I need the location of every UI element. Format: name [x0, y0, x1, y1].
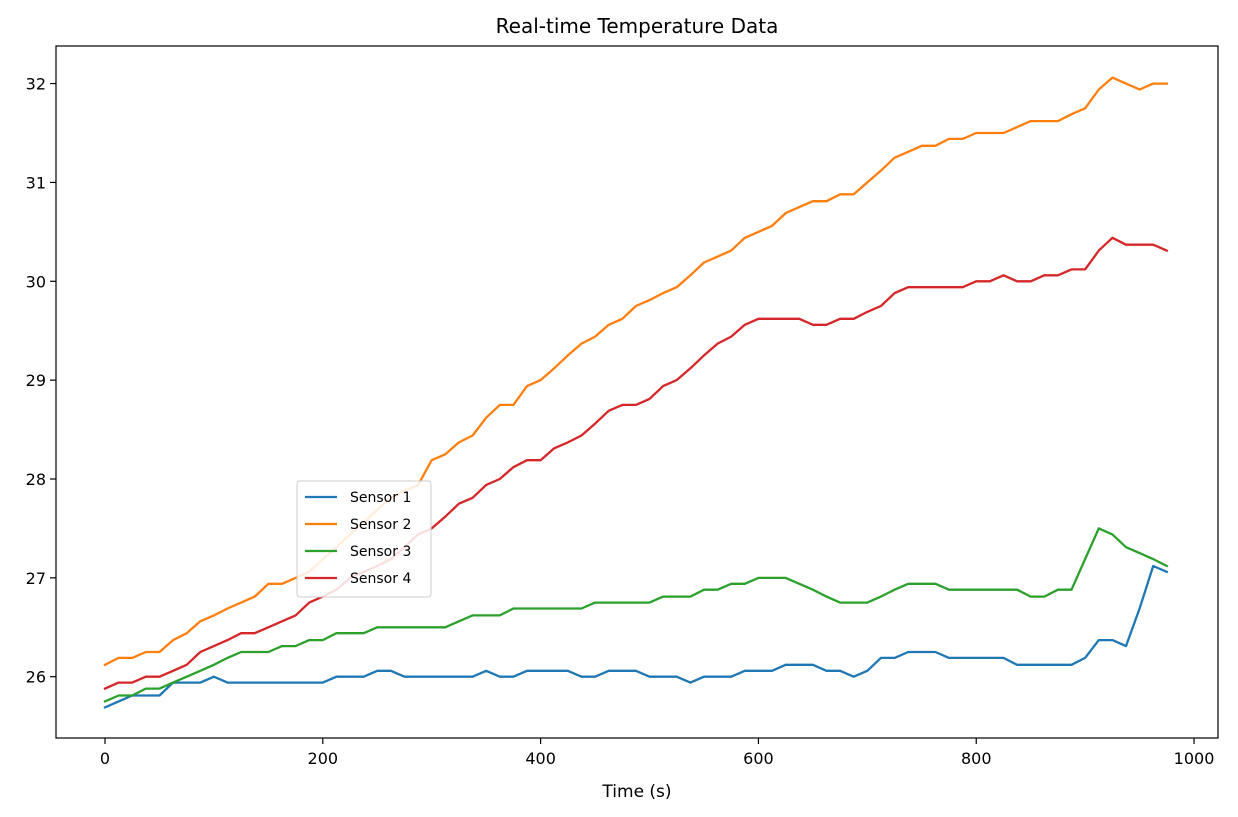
y-tick-label: 28 [26, 470, 46, 489]
y-tick-label: 31 [26, 173, 46, 192]
y-tick-label: 30 [26, 272, 46, 291]
x-tick-label: 800 [961, 749, 992, 768]
series-line-sensor-3 [103, 527, 1169, 703]
plot-frame [55, 45, 1219, 739]
legend-label-sensor-2: Sensor 2 [350, 517, 411, 533]
y-tick-label: 26 [26, 668, 46, 687]
x-tick-label: 200 [308, 749, 339, 768]
x-axis-label: Time (s) [601, 782, 671, 802]
x-tick-label: 400 [525, 749, 556, 768]
legend-label-sensor-4: Sensor 4 [350, 571, 411, 587]
chart-title: Real-time Temperature Data [496, 14, 779, 38]
series-line-sensor-2 [103, 76, 1168, 667]
series-line-sensor-1 [103, 564, 1169, 709]
x-tick-label: 600 [743, 749, 774, 768]
legend-box [296, 480, 432, 598]
legend-label-sensor-1: Sensor 1 [350, 490, 411, 506]
x-tick-label: 1000 [1174, 749, 1215, 768]
axis-ticks: 0 200 400 600 800 1000 26 27 28 29 30 31 32 [26, 75, 1215, 768]
plot-area [103, 76, 1169, 709]
series-line-sensor-4 [103, 236, 1169, 691]
y-tick-label: 27 [26, 569, 46, 588]
y-tick-label: 32 [26, 75, 46, 94]
legend: Sensor 1 Sensor 2 Sensor 3 Sensor 4 [296, 480, 432, 598]
x-tick-label: 0 [100, 749, 110, 768]
y-tick-label: 29 [26, 371, 46, 390]
legend-label-sensor-3: Sensor 3 [350, 544, 411, 560]
